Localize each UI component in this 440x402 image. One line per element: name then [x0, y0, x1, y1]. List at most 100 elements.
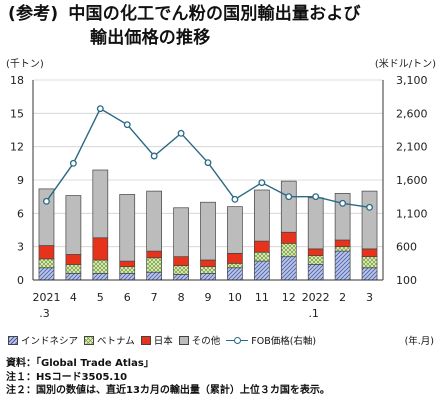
title-tag: (参考): [8, 4, 59, 24]
bar-segment: [361, 190, 378, 250]
bar-segment: [227, 206, 243, 254]
fob-price-point: [69, 159, 77, 167]
right-tick-label: 1,100: [396, 207, 428, 220]
bar-segment: [65, 264, 82, 274]
legend-swatch-indonesia: [8, 335, 18, 345]
fob-price-point: [96, 105, 104, 113]
bar-segment: [65, 254, 82, 265]
fob-price-point: [123, 121, 131, 129]
left-tick-label: 9: [17, 174, 24, 187]
legend: インドネシア ベトナム 日本 その他 FOB価格(右軸) (年.月): [8, 332, 438, 348]
bar-segment: [307, 255, 324, 265]
legend-label-vietnam: ベトナム: [97, 336, 135, 347]
fob-price-point: [312, 193, 320, 201]
bar-segment: [334, 250, 351, 281]
x-tick-label: 11: [255, 291, 269, 304]
bar-segment: [65, 272, 82, 281]
legend-swatch-fob-line: [226, 336, 249, 345]
x-tick-sublabel: .1: [308, 307, 319, 320]
bar-segment: [92, 272, 109, 281]
fob-price-point: [258, 179, 266, 187]
legend-item-japan: 日本: [140, 333, 173, 347]
legend-swatch-japan: [140, 335, 151, 345]
fob-price-point: [177, 129, 185, 137]
left-tick-label: 15: [10, 107, 24, 120]
bar-layer: [38, 169, 378, 281]
right-tick-label: 1,600: [396, 174, 428, 187]
x-axis-unit: (年.月): [404, 336, 434, 347]
left-tick-label: 3: [17, 241, 24, 254]
legend-swatch-other: [178, 335, 189, 345]
fob-price-point: [285, 193, 293, 201]
bar-segment: [361, 267, 378, 281]
fob-price-point: [150, 152, 158, 160]
bar-segment: [173, 274, 189, 281]
legend-label-indonesia: インドネシア: [21, 336, 79, 347]
legend-label-other: その他: [191, 336, 221, 347]
fob-price-point: [43, 197, 50, 205]
x-tick-label: 10: [228, 291, 242, 304]
bar-segment: [253, 240, 270, 253]
notes: 資料：「Global Trade Atlas」 注１：HSコード3505.10 …: [6, 357, 438, 398]
bar-segment: [38, 267, 55, 281]
bar-segment: [307, 197, 324, 250]
bar-segment: [173, 256, 189, 266]
x-tick-label: 6: [124, 291, 131, 304]
legend-item-fob: FOB価格(右軸): [226, 333, 316, 347]
left-tick-label: 6: [17, 207, 24, 220]
bar-segment: [146, 257, 163, 273]
legend-swatch-vietnam: [84, 335, 95, 345]
bar-segment: [253, 251, 270, 262]
x-tick-label: 12: [282, 291, 296, 304]
title-line1: 中国の化工でん粉の国別輸出量および: [68, 4, 361, 24]
right-axis-unit: (米ドル/トン): [375, 57, 436, 70]
right-tick-label: 2,600: [396, 107, 428, 120]
bar-segment: [173, 265, 189, 275]
bar-segment: [119, 272, 136, 281]
bar-segment: [65, 195, 82, 255]
bar-segment: [146, 271, 163, 281]
fob-price-point: [339, 199, 347, 207]
legend-item-vietnam: ベトナム: [84, 333, 135, 347]
bar-segment: [146, 250, 163, 259]
bar-segment: [280, 256, 297, 281]
x-tick-label: 4: [70, 291, 77, 304]
bar-segment: [280, 231, 297, 244]
chart-canvas: 0 3 6 9 12 15 18 100 600 1,100 1,600 2,100 2,600 3,10…: [6, 57, 436, 320]
title-line2: 輸出価格の推移: [90, 28, 211, 48]
legend-item-indonesia: インドネシア: [8, 333, 78, 347]
x-tick-label: 7: [151, 291, 158, 304]
bar-segment: [92, 237, 109, 261]
bar-segment: [227, 252, 243, 264]
bar-segment: [280, 180, 297, 233]
bar-segment: [307, 248, 324, 256]
bar-segment: [361, 248, 378, 258]
x-tick-label: 2022: [302, 291, 330, 304]
fob-price-point: [204, 159, 212, 167]
fob-price-point: [231, 195, 239, 203]
bar-segment: [38, 188, 55, 246]
bar-segment: [307, 264, 324, 281]
bar-segment: [253, 189, 270, 242]
bar-segment: [253, 260, 270, 281]
right-tick-label: 600: [396, 241, 417, 254]
bar-segment: [227, 262, 243, 269]
x-tick-label: 5: [97, 291, 104, 304]
bar-segment: [92, 259, 109, 274]
bar-segment: [119, 194, 136, 262]
legend-label-japan: 日本: [153, 336, 173, 347]
left-tick-label: 0: [17, 274, 24, 287]
bar-segment: [361, 256, 378, 269]
fob-line-layer: [43, 105, 373, 211]
left-tick-label: 12: [10, 141, 24, 154]
bar-segment: [334, 239, 351, 248]
bar-segment: [38, 245, 55, 260]
chart-title: (参考) 中国の化工でん粉の国別輸出量および 輸出価格の推移: [8, 2, 436, 50]
note-1: 注１：HSコード3505.10: [6, 371, 128, 383]
left-axis-unit: (千トン): [6, 58, 44, 70]
axes-layer: 0 3 6 9 12 15 18 100 600 1,100 1,600 2,100 2,600 3,10…: [6, 57, 436, 320]
right-tick-label: 3,100: [396, 74, 428, 87]
legend-label-fob: FOB価格(右軸): [251, 336, 317, 347]
right-tick-label: 100: [396, 274, 417, 287]
bar-segment: [173, 207, 189, 258]
